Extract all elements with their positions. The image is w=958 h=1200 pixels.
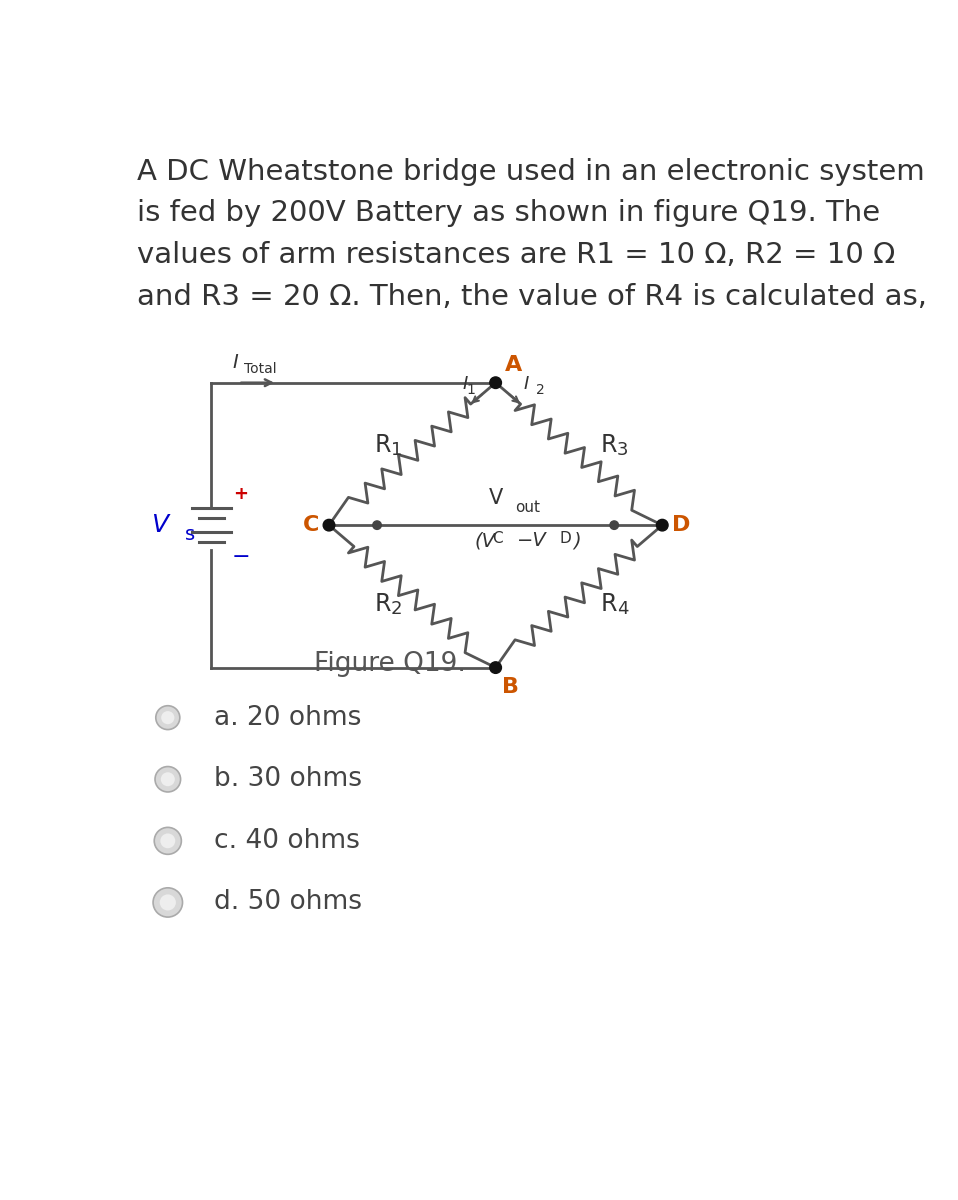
Text: ): ) [573, 532, 581, 551]
Text: 2: 2 [391, 600, 402, 618]
Circle shape [160, 834, 175, 848]
Text: D: D [559, 532, 571, 546]
Circle shape [490, 377, 501, 389]
Text: Figure Q19.: Figure Q19. [313, 650, 466, 677]
Text: 3: 3 [617, 442, 628, 460]
Circle shape [490, 662, 501, 673]
Circle shape [610, 521, 619, 529]
Text: I: I [233, 353, 239, 372]
Text: (V: (V [474, 532, 495, 551]
Text: 2: 2 [536, 383, 544, 397]
Text: I: I [524, 376, 529, 394]
Text: R: R [375, 592, 391, 616]
Text: +: + [233, 485, 248, 503]
Text: R: R [375, 433, 391, 457]
Text: 4: 4 [617, 600, 628, 618]
Circle shape [154, 827, 181, 854]
Text: c. 40 ohms: c. 40 ohms [215, 828, 360, 854]
Text: V: V [151, 514, 169, 538]
Text: a. 20 ohms: a. 20 ohms [215, 704, 362, 731]
Text: values of arm resistances are R1 = 10 Ω, R2 = 10 Ω: values of arm resistances are R1 = 10 Ω,… [137, 241, 895, 269]
Text: C: C [491, 532, 502, 546]
Text: −V: −V [517, 532, 547, 551]
Circle shape [155, 767, 181, 792]
Text: R: R [600, 433, 617, 457]
Circle shape [373, 521, 381, 529]
Text: D: D [672, 515, 690, 535]
Text: 1: 1 [467, 383, 475, 397]
Text: is fed by 200V Battery as shown in figure Q19. The: is fed by 200V Battery as shown in figur… [137, 199, 880, 228]
Text: V: V [489, 488, 503, 509]
Text: A DC Wheatstone bridge used in an electronic system: A DC Wheatstone bridge used in an electr… [137, 158, 924, 186]
Text: and R3 = 20 Ω. Then, the value of R4 is calculated as,: and R3 = 20 Ω. Then, the value of R4 is … [137, 282, 926, 311]
Text: B: B [502, 677, 519, 697]
Text: d. 50 ohms: d. 50 ohms [215, 889, 362, 916]
Circle shape [323, 520, 334, 530]
Text: A: A [505, 355, 522, 374]
Text: I: I [462, 376, 468, 394]
Circle shape [656, 520, 668, 530]
Circle shape [153, 888, 183, 917]
Text: C: C [304, 515, 320, 535]
Text: −: − [231, 547, 250, 568]
Text: Total: Total [243, 361, 276, 376]
Text: R: R [600, 592, 617, 616]
Text: b. 30 ohms: b. 30 ohms [215, 767, 362, 792]
Text: s: s [185, 524, 194, 544]
Circle shape [161, 773, 174, 786]
Circle shape [156, 706, 180, 730]
Text: 1: 1 [391, 442, 402, 460]
Circle shape [161, 712, 174, 725]
Circle shape [160, 894, 176, 911]
Text: out: out [515, 500, 540, 515]
